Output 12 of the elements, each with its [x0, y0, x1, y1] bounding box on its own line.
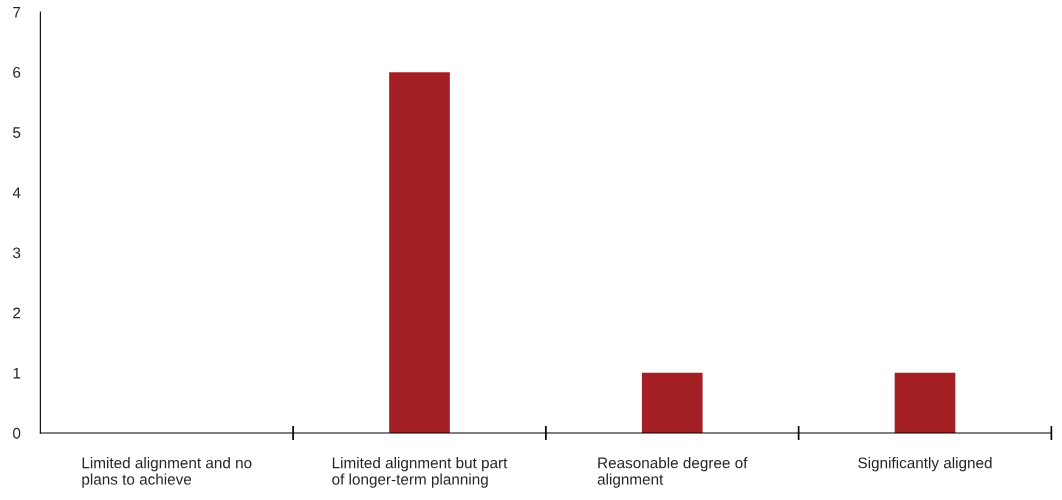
y-tick-label: 6: [13, 67, 21, 78]
y-tick-label: 0: [13, 427, 21, 439]
y-tick-label: 4: [12, 187, 21, 198]
y-tick-label: 7: [13, 7, 21, 18]
y-tick-label: 1: [13, 367, 21, 379]
x-tick-label: Limited alignment but part of longer-term planning: [332, 457, 508, 488]
y-tick-label: 3: [13, 247, 21, 259]
x-tick-label: Reasonable degree of alignment: [597, 457, 748, 488]
y-tick-label: 5: [13, 127, 21, 138]
y-tick-label: 2: [13, 307, 21, 319]
x-tick-label: Limited alignment and no plans to achieve: [82, 457, 252, 488]
x-tick-label: Significantly aligned: [858, 457, 992, 472]
